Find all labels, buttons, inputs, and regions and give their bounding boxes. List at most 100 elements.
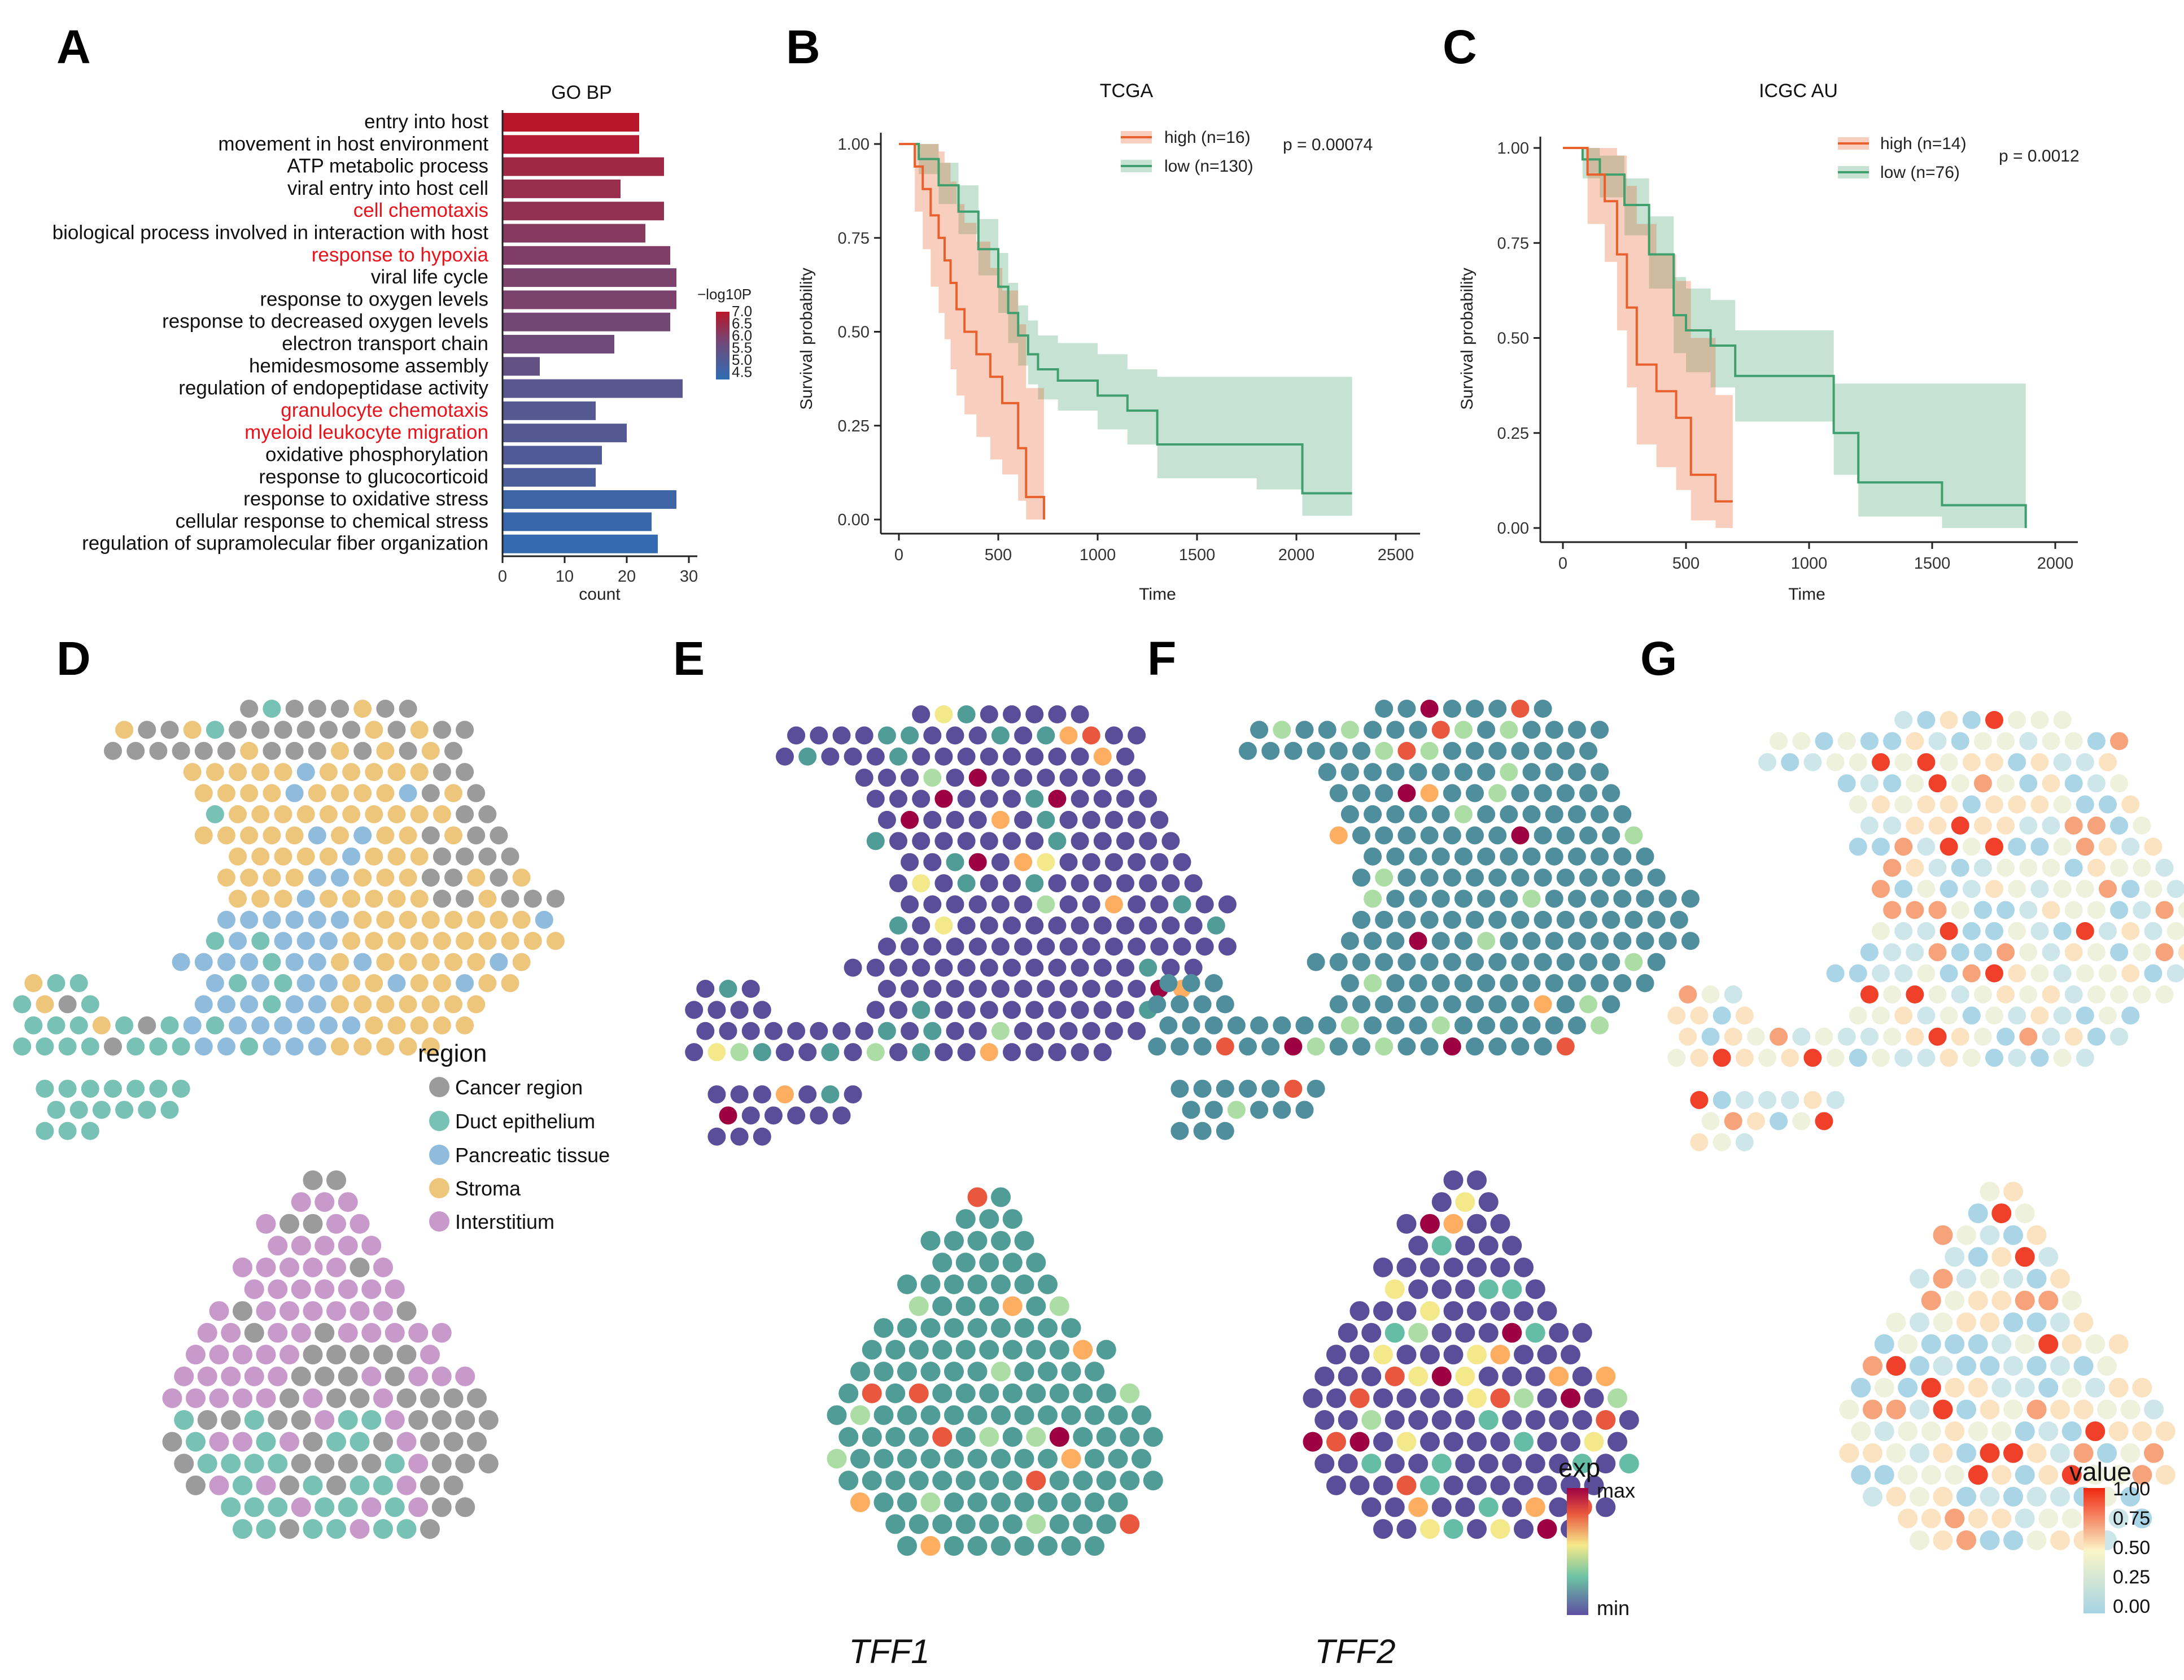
- tissue-spot: [707, 1085, 726, 1103]
- tissue-spot: [2087, 985, 2106, 1004]
- tissue-spot: [331, 910, 349, 929]
- tissue-spot: [1116, 832, 1134, 850]
- tissue-spot: [1910, 1530, 1929, 1551]
- tissue-spot: [1373, 1432, 1393, 1452]
- tissue-spot: [1770, 732, 1788, 750]
- tissue-spot: [1250, 1101, 1269, 1119]
- tissue-spot: [274, 847, 292, 866]
- tissue-spot: [934, 705, 953, 723]
- tissue-spot: [2053, 753, 2072, 771]
- tissue-spot: [866, 747, 885, 766]
- km-x-tick-label: 1500: [1914, 555, 1951, 573]
- tissue-spot: [1851, 1465, 1871, 1485]
- tissue-spot: [2026, 1312, 2047, 1333]
- tissue-spot: [889, 832, 907, 850]
- tissue-spot: [376, 784, 395, 802]
- tissue-spot: [221, 1366, 241, 1386]
- tissue-spot: [2026, 1530, 2047, 1551]
- tissue-spot: [69, 1101, 88, 1119]
- tissue-spot: [1886, 1399, 1906, 1420]
- tissue-spot: [338, 1279, 358, 1299]
- tissue-spot: [350, 1475, 370, 1495]
- tissue-spot: [2110, 943, 2129, 962]
- tissue-spot: [1910, 1486, 1929, 1507]
- tissue-spot: [455, 1454, 475, 1474]
- tissue-spot: [1596, 1410, 1616, 1430]
- tissue-spot: [263, 826, 281, 845]
- tissue-spot: [730, 1127, 749, 1146]
- tissue-spot: [1956, 1399, 1976, 1420]
- tissue-spot: [385, 1279, 405, 1299]
- tissue-spot: [2073, 1312, 2094, 1333]
- tissue-spot: [1906, 1027, 1924, 1046]
- tissue-spot: [36, 1037, 54, 1056]
- tissue-spot: [315, 1454, 335, 1474]
- tissue-spot: [433, 932, 451, 950]
- tissue-spot: [1886, 1486, 1906, 1507]
- tissue-spot: [2053, 922, 2072, 940]
- tissue-spot: [353, 826, 372, 845]
- tissue-spot: [1933, 1530, 1953, 1551]
- tissue-spot: [1375, 953, 1394, 971]
- tissue-spot: [244, 1323, 264, 1343]
- tissue-spot: [889, 1001, 907, 1019]
- tissue-spot: [1667, 1049, 1686, 1067]
- tissue-spot: [478, 974, 497, 993]
- tissue-spot: [1910, 1268, 1929, 1289]
- tissue-spot: [2108, 1508, 2129, 1529]
- tissue-spot: [1104, 895, 1123, 914]
- tissue-spot: [1545, 1016, 1563, 1035]
- tissue-spot: [467, 784, 486, 802]
- tissue-spot: [1525, 1366, 1545, 1386]
- tissue-spot: [501, 974, 519, 993]
- tissue-spot: [104, 1079, 122, 1098]
- tissue-spot: [719, 980, 737, 998]
- tissue-spot: [1003, 1043, 1021, 1062]
- tissue-spot: [885, 1339, 906, 1360]
- tissue-spot: [1545, 721, 1563, 739]
- tissue-spot: [410, 847, 429, 866]
- tissue-spot: [194, 784, 213, 802]
- tissue-spot: [1128, 1022, 1146, 1040]
- tissue-spot: [209, 1345, 229, 1365]
- tissue-spot: [1522, 932, 1541, 950]
- tissue-spot: [1849, 753, 1867, 771]
- tissue-spot: [2076, 1049, 2094, 1067]
- tissue-spot: [1572, 1410, 1592, 1430]
- tissue-spot: [1326, 1475, 1346, 1495]
- tissue-spot: [1591, 932, 1609, 950]
- tissue-spot: [1928, 943, 1947, 962]
- tissue-spot: [1150, 937, 1169, 956]
- tissue-spot: [957, 874, 976, 893]
- tissue-spot: [1455, 1279, 1475, 1299]
- tissue-spot: [361, 1236, 382, 1256]
- tissue-spot: [1318, 721, 1336, 739]
- tissue-spot: [1917, 964, 1936, 983]
- tissue-spot: [2076, 922, 2094, 940]
- tissue-spot: [1273, 1016, 1291, 1035]
- tissue-spot: [1443, 1257, 1464, 1277]
- tissue-spot: [1218, 895, 1237, 914]
- tissue-spot: [36, 995, 54, 1014]
- tissue-spot: [408, 1366, 429, 1386]
- tissue-spot: [1985, 922, 2003, 940]
- tissue-spot: [467, 1388, 487, 1408]
- tissue-spot: [1082, 937, 1100, 956]
- tissue-spot: [1803, 1090, 1822, 1109]
- tissue-spot: [1466, 1037, 1484, 1056]
- tissue-spot: [361, 1279, 382, 1299]
- tissue-spot: [889, 874, 907, 893]
- tissue-spot: [1467, 1432, 1487, 1452]
- tissue-spot: [1454, 974, 1473, 993]
- tissue-spot: [862, 1339, 882, 1360]
- tissue-spot: [877, 810, 896, 829]
- go-bp-x-tick-label: 20: [618, 568, 636, 586]
- tissue-spot: [1173, 937, 1191, 956]
- tissue-spot: [753, 1001, 771, 1019]
- km-x-tick-label: 0: [894, 546, 903, 564]
- exp-legend-max: max: [1597, 1479, 1635, 1502]
- tissue-spot: [1059, 937, 1078, 956]
- tissue-spot: [387, 847, 406, 866]
- tissue-spot: [353, 910, 372, 929]
- km-plot-tcga: TCGA 0 500 1000 1500 2000 25000.000.250.500.7…: [797, 80, 1420, 604]
